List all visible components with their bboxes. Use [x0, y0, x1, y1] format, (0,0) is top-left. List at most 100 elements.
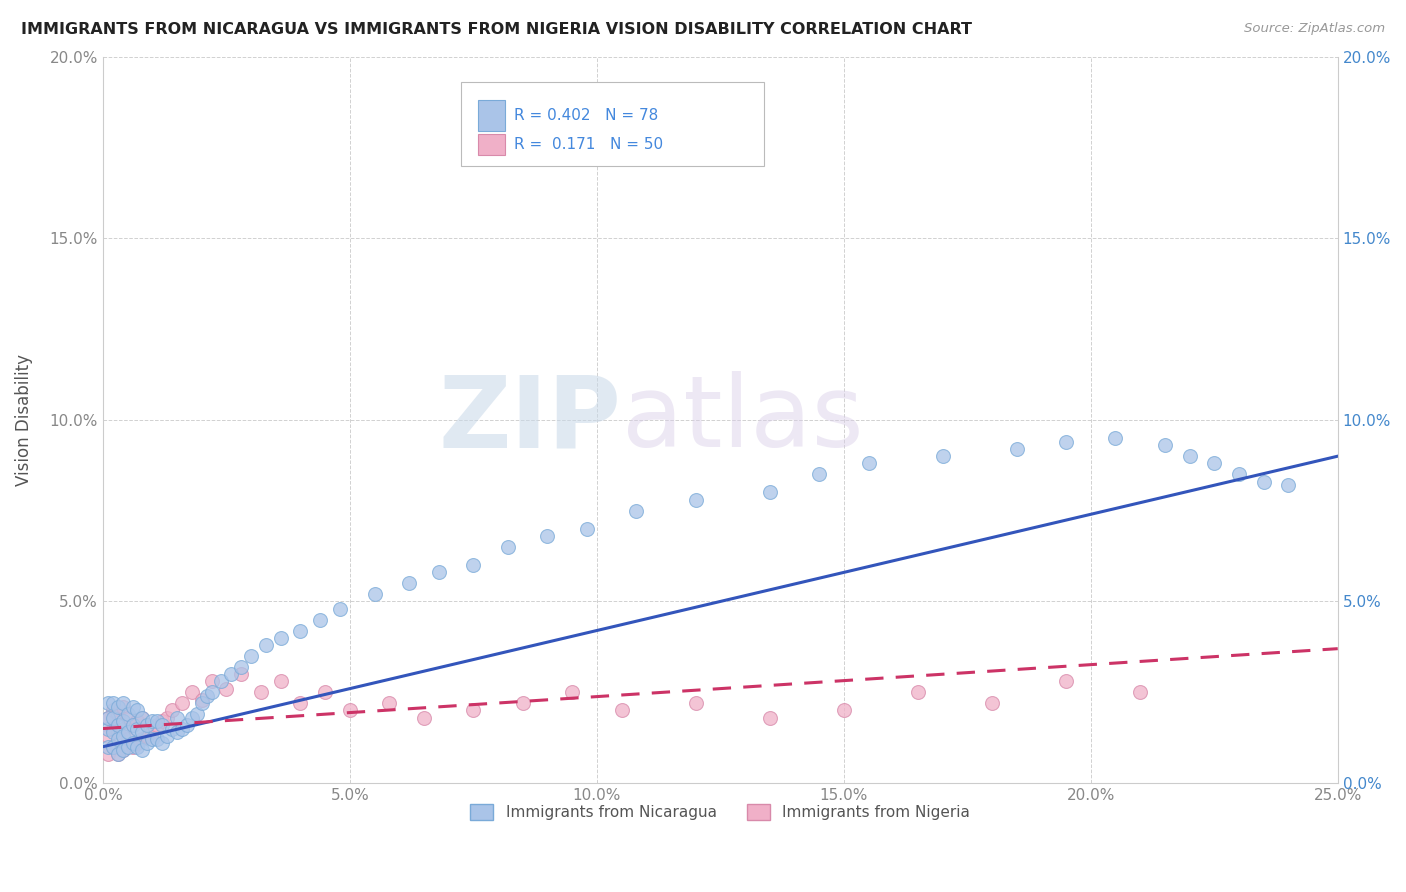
- Point: [141, 725, 163, 739]
- Point: [150, 714, 173, 729]
- Text: atlas: atlas: [621, 371, 863, 468]
- Point: [101, 711, 124, 725]
- Point: [1005, 442, 1028, 456]
- Point: [101, 739, 124, 754]
- FancyBboxPatch shape: [461, 82, 763, 166]
- Point: [858, 457, 880, 471]
- Point: [270, 631, 292, 645]
- Text: IMMIGRANTS FROM NICARAGUA VS IMMIGRANTS FROM NIGERIA VISION DISABILITY CORRELATI: IMMIGRANTS FROM NICARAGUA VS IMMIGRANTS …: [21, 22, 972, 37]
- Point: [97, 722, 120, 736]
- Point: [97, 696, 120, 710]
- Point: [215, 681, 238, 696]
- Point: [339, 703, 361, 717]
- Point: [685, 492, 707, 507]
- Point: [363, 587, 385, 601]
- Point: [160, 722, 183, 736]
- FancyBboxPatch shape: [478, 134, 506, 155]
- Point: [463, 703, 485, 717]
- Point: [981, 696, 1004, 710]
- Point: [808, 467, 831, 482]
- Point: [107, 747, 129, 761]
- Point: [117, 739, 139, 754]
- Point: [97, 747, 120, 761]
- Text: Source: ZipAtlas.com: Source: ZipAtlas.com: [1244, 22, 1385, 36]
- Point: [186, 706, 208, 721]
- Point: [121, 736, 143, 750]
- Point: [561, 685, 583, 699]
- Point: [170, 722, 193, 736]
- Point: [200, 674, 222, 689]
- Point: [127, 739, 149, 754]
- Point: [107, 747, 129, 761]
- Point: [97, 711, 120, 725]
- FancyBboxPatch shape: [478, 100, 506, 131]
- Point: [166, 725, 188, 739]
- Point: [136, 718, 159, 732]
- Point: [610, 703, 633, 717]
- Y-axis label: Vision Disability: Vision Disability: [15, 354, 32, 486]
- Point: [536, 529, 558, 543]
- Point: [170, 696, 193, 710]
- Point: [156, 729, 179, 743]
- Point: [107, 718, 129, 732]
- Point: [101, 703, 124, 717]
- Point: [136, 729, 159, 743]
- Point: [832, 703, 855, 717]
- Point: [378, 696, 401, 710]
- Point: [127, 722, 149, 736]
- Point: [131, 711, 153, 725]
- Point: [111, 714, 134, 729]
- Text: R =  0.171   N = 50: R = 0.171 N = 50: [515, 137, 664, 152]
- Point: [1129, 685, 1152, 699]
- Point: [575, 522, 598, 536]
- Point: [931, 449, 953, 463]
- Point: [107, 725, 129, 739]
- Point: [101, 722, 124, 736]
- Point: [1227, 467, 1250, 482]
- Point: [758, 485, 780, 500]
- Point: [254, 638, 277, 652]
- Legend: Immigrants from Nicaragua, Immigrants from Nigeria: Immigrants from Nicaragua, Immigrants fr…: [464, 798, 976, 826]
- Point: [176, 718, 198, 732]
- Point: [107, 706, 129, 721]
- Point: [626, 503, 648, 517]
- Point: [146, 714, 169, 729]
- Point: [329, 601, 352, 615]
- Point: [111, 722, 134, 736]
- Point: [309, 613, 332, 627]
- Point: [240, 648, 263, 663]
- Point: [1104, 431, 1126, 445]
- Point: [190, 692, 212, 706]
- Point: [496, 540, 519, 554]
- Point: [117, 706, 139, 721]
- Point: [398, 576, 420, 591]
- Point: [117, 732, 139, 747]
- Point: [131, 743, 153, 757]
- Point: [111, 729, 134, 743]
- Point: [111, 743, 134, 757]
- Point: [136, 736, 159, 750]
- Point: [150, 718, 173, 732]
- Point: [180, 685, 202, 699]
- Point: [97, 729, 120, 743]
- Point: [107, 732, 129, 747]
- Point: [101, 725, 124, 739]
- Point: [427, 566, 450, 580]
- Point: [156, 711, 179, 725]
- Point: [111, 743, 134, 757]
- Point: [685, 696, 707, 710]
- Point: [141, 732, 163, 747]
- Text: R = 0.402   N = 78: R = 0.402 N = 78: [515, 108, 658, 123]
- Point: [1253, 475, 1275, 489]
- Point: [146, 732, 169, 747]
- Point: [101, 696, 124, 710]
- Point: [127, 703, 149, 717]
- Point: [146, 718, 169, 732]
- Point: [221, 667, 243, 681]
- Point: [111, 696, 134, 710]
- Point: [231, 660, 253, 674]
- Point: [166, 711, 188, 725]
- Point: [117, 711, 139, 725]
- Point: [463, 558, 485, 573]
- Point: [512, 696, 534, 710]
